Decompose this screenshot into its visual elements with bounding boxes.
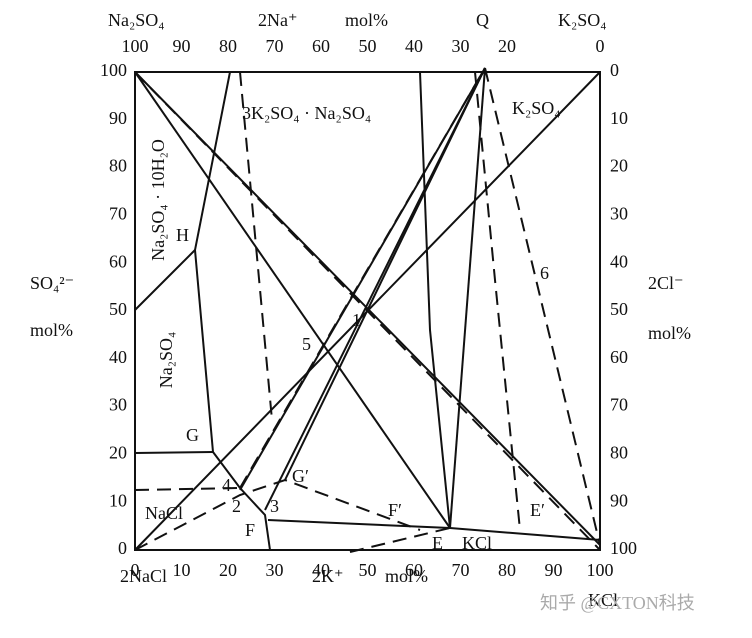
top-label: Na₂SO₄ xyxy=(108,10,165,30)
top-tick-label: 70 xyxy=(266,36,284,56)
top-tick-label: 40 xyxy=(405,36,423,56)
left-tick-label: 20 xyxy=(109,443,127,463)
bottom-tick-label: 50 xyxy=(359,560,377,580)
top-tick-label: 50 xyxy=(359,36,377,56)
left-label: SO₄²⁻ xyxy=(30,273,74,293)
bottom-tick-label: 80 xyxy=(498,560,516,580)
left-tick-label: 40 xyxy=(109,347,127,367)
left-tick-label: 10 xyxy=(109,490,127,510)
right-tick-label: 100 xyxy=(610,538,637,558)
left-tick-label: 100 xyxy=(100,60,127,80)
point-label: H xyxy=(176,225,189,245)
point-label: F′ xyxy=(388,500,402,520)
right-tick-label: 20 xyxy=(610,156,628,176)
watermark: 知乎 @CXTON科技 xyxy=(540,593,695,613)
boundary xyxy=(193,71,271,551)
boundary xyxy=(134,249,196,311)
bottom-tick-label: 20 xyxy=(219,560,237,580)
dashed-line xyxy=(134,487,241,491)
point-label: 5 xyxy=(302,334,311,354)
right-tick-label: 60 xyxy=(610,347,628,367)
top-label: 2Na⁺ xyxy=(258,10,298,30)
left-tick-label: 30 xyxy=(109,395,127,415)
left-tick-label: 80 xyxy=(109,156,127,176)
right-tick-label: 80 xyxy=(610,443,628,463)
top-tick-label: 20 xyxy=(498,36,516,56)
right-label: 2Cl⁻ xyxy=(648,273,684,293)
region-label: NaCl xyxy=(145,503,183,523)
bottom-tick-label: 40 xyxy=(312,560,330,580)
diagram-lines xyxy=(134,67,601,553)
top-tick-label: 60 xyxy=(312,36,330,56)
boundary xyxy=(419,71,451,529)
dashed-line xyxy=(134,478,421,551)
boundary xyxy=(449,67,486,529)
right-label: mol% xyxy=(648,323,691,343)
dashed-line xyxy=(239,71,273,421)
top-label: Q xyxy=(476,10,489,30)
point-label: G xyxy=(186,425,199,445)
region-label: Na₂SO₄ · 10H₂O xyxy=(148,139,168,261)
left-tick-label: 70 xyxy=(109,204,127,224)
top-tick-label: 30 xyxy=(452,36,470,56)
dashed-line xyxy=(484,67,601,546)
bottom-tick-label: 100 xyxy=(587,560,614,580)
dashed-line xyxy=(134,71,601,551)
right-tick-label: 0 xyxy=(610,60,619,80)
top-tick-label: 100 xyxy=(122,36,149,56)
dashed-line xyxy=(239,67,486,489)
bottom-tick-label: 90 xyxy=(545,560,563,580)
region-label: KCl xyxy=(462,533,492,553)
top-tick-label: 0 xyxy=(596,36,605,56)
left-tick-label: 50 xyxy=(109,299,127,319)
point-label: 1 xyxy=(352,310,361,330)
region-label: K₂SO₄ xyxy=(512,98,561,118)
boundary xyxy=(284,67,486,481)
top-label: mol% xyxy=(345,10,388,30)
left-tick-label: 0 xyxy=(118,538,127,558)
left-tick-label: 90 xyxy=(109,108,127,128)
bottom-tick-label: 10 xyxy=(173,560,191,580)
bottom-label: 2K⁺ xyxy=(312,566,344,586)
right-tick-label: 90 xyxy=(610,490,628,510)
right-tick-label: 40 xyxy=(610,251,628,271)
bottom-label: KCl xyxy=(588,590,618,610)
bottom-tick-label: 30 xyxy=(266,560,284,580)
right-tick-label: 10 xyxy=(610,108,628,128)
left-tick-label: 60 xyxy=(109,251,127,271)
right-tick-label: 50 xyxy=(610,299,628,319)
region-label: 3K₂SO₄ · Na₂SO₄ xyxy=(242,103,371,123)
point-label: 2 xyxy=(232,496,241,516)
region-label: Na₂SO₄ xyxy=(156,332,176,389)
top-label: K₂SO₄ xyxy=(558,10,607,30)
dashed-line xyxy=(474,71,521,531)
point-label: 4 xyxy=(222,475,231,495)
point-label: E xyxy=(432,533,443,553)
frame xyxy=(134,71,601,551)
boundary xyxy=(134,451,214,454)
left-label: mol% xyxy=(30,320,73,340)
point-label: 3 xyxy=(270,496,279,516)
point-label: 6 xyxy=(540,263,549,283)
point-label: E′ xyxy=(530,500,545,520)
bottom-label: mol% xyxy=(385,566,428,586)
dashed-line xyxy=(349,527,451,553)
right-tick-label: 30 xyxy=(610,204,628,224)
point-label: F xyxy=(245,520,255,540)
bottom-tick-label: 70 xyxy=(452,560,470,580)
point-label: G′ xyxy=(292,466,309,486)
bottom-tick-label: 60 xyxy=(405,560,423,580)
bottom-label: 2NaCl xyxy=(120,566,167,586)
top-tick-label: 80 xyxy=(219,36,237,56)
tie-line xyxy=(134,71,451,529)
bottom-tick-label: 0 xyxy=(131,560,140,580)
right-tick-label: 70 xyxy=(610,395,628,415)
top-tick-label: 90 xyxy=(173,36,191,56)
